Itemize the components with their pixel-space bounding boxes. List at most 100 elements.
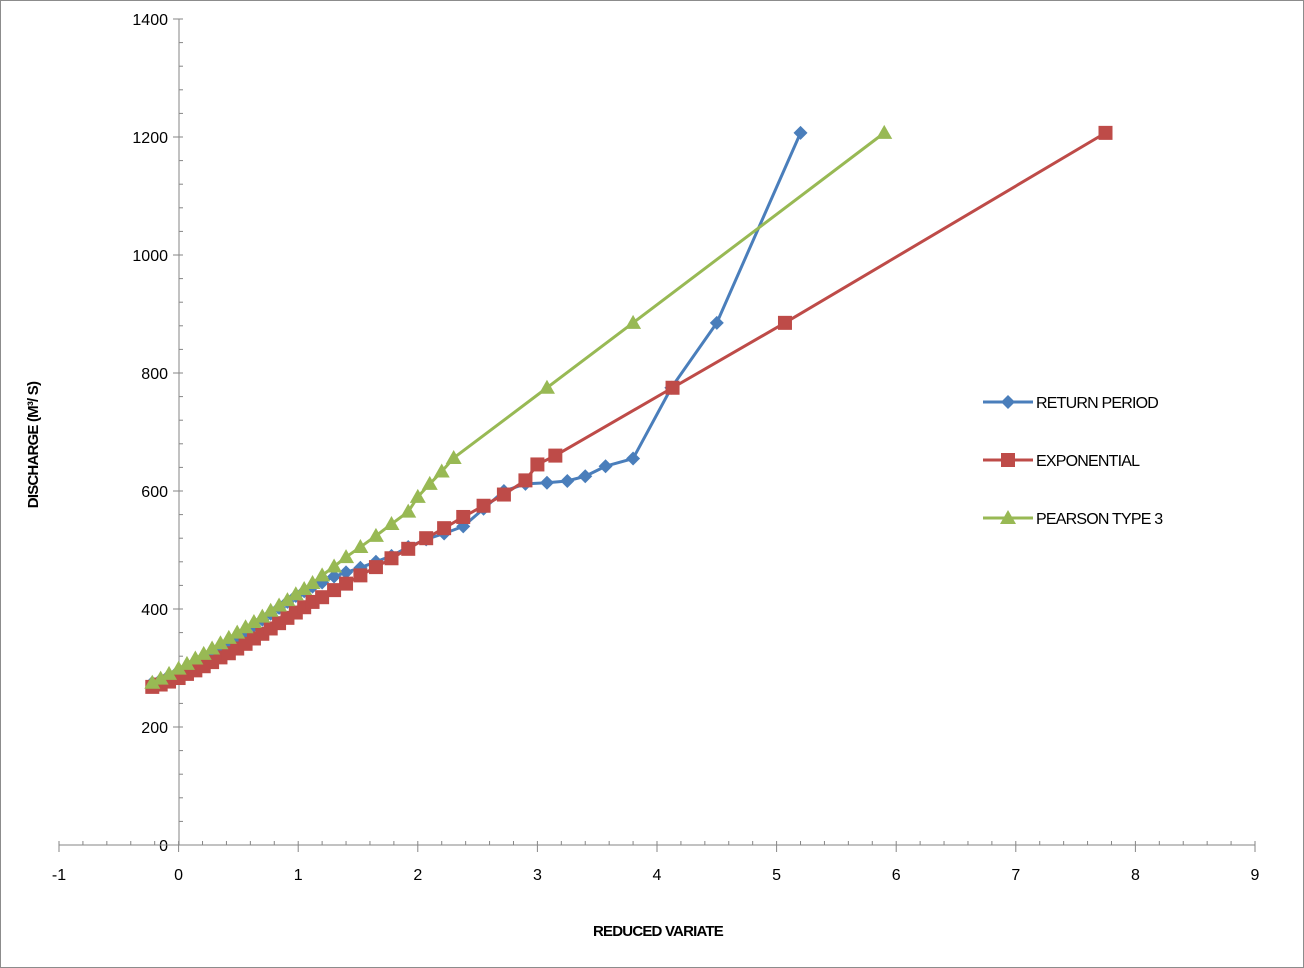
- y-tick-label: 0: [159, 838, 168, 855]
- y-tick-label: 600: [141, 484, 168, 501]
- data-point: [433, 463, 450, 478]
- legend-marker: [1001, 453, 1015, 467]
- data-point: [368, 560, 383, 575]
- data-point: [539, 475, 554, 490]
- data-point: [339, 565, 354, 580]
- data-point: [437, 521, 452, 536]
- data-point: [409, 488, 426, 503]
- data-point: [296, 580, 313, 595]
- y-tick-label: 1000: [132, 248, 168, 265]
- data-point: [476, 498, 491, 513]
- data-point: [777, 315, 792, 330]
- series-layer: [144, 124, 1113, 694]
- data-point: [204, 640, 221, 655]
- y-axis-title: DISCHARGE (M³/ S): [25, 381, 42, 508]
- data-point: [626, 451, 641, 466]
- series-line: [151, 131, 886, 685]
- data-point: [625, 314, 642, 329]
- data-point: [287, 586, 304, 601]
- data-point: [496, 487, 511, 502]
- data-point: [793, 125, 808, 140]
- data-point: [152, 670, 169, 685]
- data-point: [314, 567, 331, 582]
- data-point: [384, 551, 399, 566]
- legend-marker: [1001, 395, 1015, 409]
- legend: RETURN PERIOD EXPONENTIAL PEARSON TYPE 3: [983, 395, 1164, 528]
- data-point: [548, 448, 563, 463]
- data-point: [327, 583, 342, 598]
- legend-item: PEARSON TYPE 3: [983, 510, 1164, 528]
- data-point: [237, 619, 254, 634]
- series-exponential: [145, 125, 1113, 694]
- data-point: [456, 509, 471, 524]
- x-tick-label: -1: [52, 867, 66, 884]
- data-point: [279, 592, 296, 607]
- series-line: [151, 132, 802, 685]
- data-point: [421, 475, 438, 490]
- y-axis: 0 200 400 600 800 1000 1200 1400: [132, 12, 183, 855]
- x-tick-label: 2: [413, 867, 422, 884]
- data-point: [144, 674, 161, 689]
- legend-marker: [1000, 510, 1016, 524]
- data-point: [1098, 125, 1113, 140]
- x-tick-label: 1: [294, 867, 303, 884]
- data-point: [709, 315, 724, 330]
- series-line: [151, 131, 1107, 689]
- data-point: [161, 665, 178, 680]
- data-point: [315, 590, 330, 605]
- series-pearson-type-3: [144, 124, 893, 689]
- data-point: [419, 531, 434, 546]
- x-tick-label: 8: [1131, 867, 1140, 884]
- data-point: [254, 608, 271, 623]
- data-point: [578, 469, 593, 484]
- data-point: [326, 558, 343, 573]
- data-point: [170, 660, 187, 675]
- legend-label: PEARSON TYPE 3: [1036, 511, 1163, 528]
- data-point: [665, 380, 680, 395]
- data-point: [304, 575, 321, 590]
- data-point: [212, 635, 229, 650]
- legend-label: EXPONENTIAL: [1036, 453, 1140, 470]
- data-point: [178, 655, 195, 670]
- x-tick-label: 9: [1251, 867, 1260, 884]
- legend-item: RETURN PERIOD: [983, 395, 1159, 412]
- data-point: [262, 602, 279, 617]
- data-point: [530, 457, 545, 472]
- x-tick-label: 4: [653, 867, 662, 884]
- data-point: [518, 473, 533, 488]
- data-point: [400, 503, 417, 518]
- data-point: [538, 379, 555, 394]
- data-point: [598, 459, 613, 474]
- x-axis: -1 0 1 2 3 4 5 6 7 8 9: [52, 841, 1260, 884]
- data-point: [338, 549, 355, 564]
- data-point: [339, 576, 354, 591]
- y-tick-label: 400: [141, 602, 168, 619]
- y-tick-label: 200: [141, 720, 168, 737]
- x-tick-label: 0: [174, 867, 183, 884]
- data-point: [401, 541, 416, 556]
- data-point: [367, 527, 384, 542]
- y-tick-label: 1400: [132, 12, 168, 29]
- x-tick-label: 5: [772, 867, 781, 884]
- legend-label: RETURN PERIOD: [1036, 395, 1158, 412]
- data-point: [445, 449, 462, 464]
- data-point: [195, 645, 212, 660]
- x-axis-title: REDUCED VARIATE: [593, 923, 724, 940]
- y-tick-label: 1200: [132, 130, 168, 147]
- data-point: [560, 473, 575, 488]
- data-point: [187, 650, 204, 665]
- legend-item: EXPONENTIAL: [983, 453, 1141, 470]
- data-point: [229, 624, 246, 639]
- data-point: [353, 568, 368, 583]
- x-tick-label: 3: [533, 867, 542, 884]
- series-return-period: [145, 125, 808, 690]
- data-point: [876, 124, 893, 139]
- data-point: [271, 597, 288, 612]
- data-point: [383, 516, 400, 531]
- x-tick-label: 6: [892, 867, 901, 884]
- data-point: [245, 613, 262, 628]
- data-point: [327, 569, 342, 584]
- data-point: [220, 629, 237, 644]
- y-tick-label: 800: [141, 366, 168, 383]
